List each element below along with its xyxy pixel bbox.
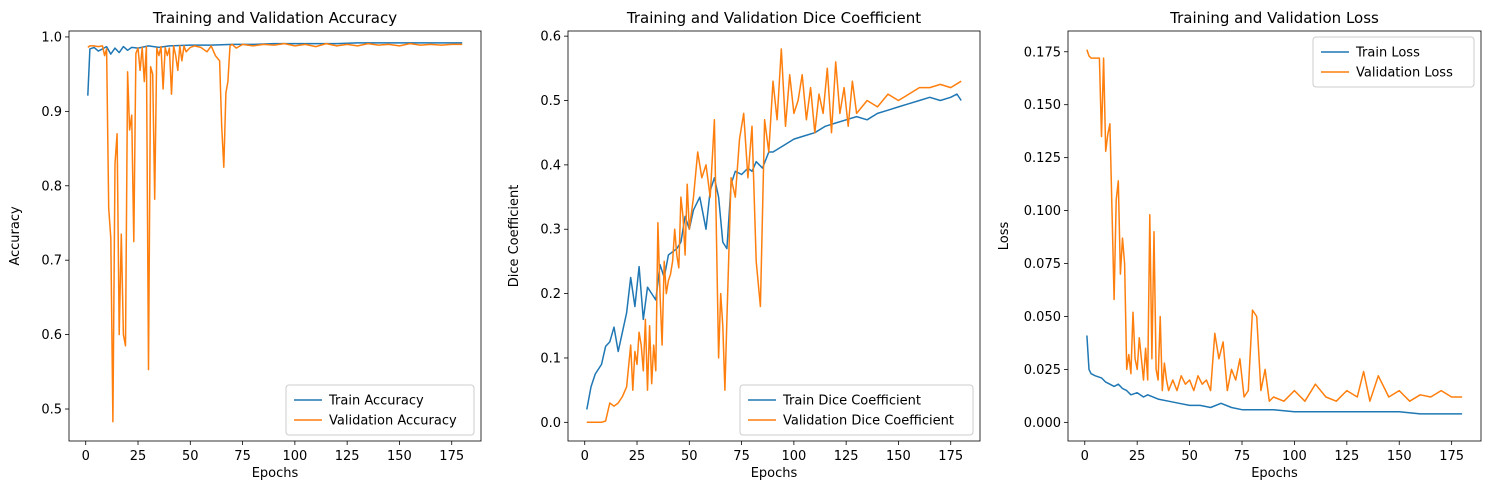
- x-tick-label: 100: [1282, 449, 1307, 464]
- chart-panel-2: 0 25 50 75 100 125 150 175 0.0 0.1 0.2 0.3 0.4 0.5 0.6…: [507, 9, 981, 481]
- chart-title: Training and Validation Dice Coefficient: [626, 9, 921, 27]
- y-axis-label: Loss: [997, 222, 1012, 251]
- x-tick-label: 175: [1439, 449, 1464, 464]
- legend-box: [285, 384, 475, 436]
- x-tick-label: 50: [1181, 449, 1198, 464]
- chart-title: Training and Validation Loss: [1169, 9, 1379, 27]
- y-tick-label: 0.050: [1024, 310, 1061, 325]
- y-tick-label: 0.100: [1024, 204, 1061, 219]
- legend-label: Train Loss: [1355, 46, 1420, 61]
- y-tick-label: 0.5: [41, 403, 62, 418]
- x-tick-label: 150: [387, 449, 412, 464]
- y-tick-label: 0.4: [540, 158, 561, 173]
- chart-panel-3: 0 25 50 75 100 125 150 175 0.000 0.025 0.050 0.075 0…: [997, 9, 1482, 481]
- x-tick-label: 175: [938, 449, 963, 464]
- y-tick-label: 0.0: [540, 416, 561, 431]
- x-tick-label: 50: [681, 449, 698, 464]
- series-line-train: [1086, 335, 1463, 415]
- legend-box: [739, 384, 974, 436]
- x-tick-label: 25: [130, 449, 147, 464]
- x-tick-label: 0: [581, 449, 589, 464]
- legend-label: Validation Accuracy: [329, 414, 457, 429]
- x-axis-label: Epochs: [1251, 466, 1298, 481]
- legend-label: Validation Loss: [1356, 66, 1453, 81]
- x-tick-label: 0: [1081, 449, 1089, 464]
- x-tick-label: 0: [82, 449, 90, 464]
- legend: Train Accuracy Validation Accuracy: [285, 384, 475, 436]
- x-axis-label: Epochs: [252, 466, 299, 481]
- x-tick-label: 125: [834, 449, 859, 464]
- legend: Train Loss Validation Loss: [1312, 36, 1475, 88]
- y-tick-label: 0.3: [540, 223, 561, 238]
- x-tick-label: 25: [1129, 449, 1146, 464]
- y-axis-label: Accuracy: [8, 206, 23, 266]
- x-tick-label: 75: [234, 449, 251, 464]
- y-tick-label: 0.1: [540, 351, 561, 366]
- series-line-train: [87, 42, 463, 96]
- y-tick-label: 0.175: [1024, 45, 1061, 60]
- x-tick-label: 50: [182, 449, 199, 464]
- y-tick-label: 0.125: [1024, 151, 1061, 166]
- x-axis-label: Epochs: [751, 466, 798, 481]
- x-tick-label: 75: [1234, 449, 1251, 464]
- y-tick-label: 0.075: [1024, 257, 1061, 272]
- series-line-train: [586, 93, 962, 410]
- x-tick-label: 125: [1334, 449, 1359, 464]
- y-tick-label: 0.9: [41, 105, 62, 120]
- x-tick-label: 100: [282, 449, 307, 464]
- y-tick-label: 0.6: [41, 328, 62, 343]
- x-tick-label: 100: [781, 449, 806, 464]
- chart-title: Training and Validation Accuracy: [152, 9, 397, 27]
- y-tick-label: 0.6: [540, 30, 561, 45]
- y-axis-label: Dice Coefficient: [507, 185, 522, 288]
- x-tick-label: 150: [886, 449, 911, 464]
- y-tick-label: 0.8: [41, 179, 62, 194]
- x-tick-label: 25: [629, 449, 646, 464]
- y-tick-label: 0.150: [1024, 98, 1061, 113]
- legend: Train Dice Coefficient Validation Dice Co…: [739, 384, 974, 436]
- y-tick-label: 0.7: [41, 254, 62, 269]
- x-tick-label: 125: [335, 449, 360, 464]
- y-tick-label: 1.0: [41, 30, 62, 45]
- y-tick-label: 0.5: [540, 94, 561, 109]
- legend-label: Train Accuracy: [328, 394, 424, 409]
- y-tick-label: 0.000: [1024, 416, 1061, 431]
- series-line-validation: [586, 48, 962, 424]
- x-tick-label: 75: [733, 449, 750, 464]
- x-tick-label: 150: [1387, 449, 1412, 464]
- x-tick-label: 175: [439, 449, 464, 464]
- y-tick-label: 0.2: [540, 287, 561, 302]
- plot-frame: [68, 30, 482, 442]
- legend-box: [1312, 36, 1475, 88]
- chart-panel-1: 0 25 50 75 100 125 150 175 0.5 0.6 0.7 0.8 0.9 1.0 Tra…: [8, 9, 482, 481]
- series-line-validation: [87, 42, 463, 423]
- y-tick-label: 0.025: [1024, 363, 1061, 378]
- plot-frame: [567, 30, 981, 442]
- legend-label: Train Dice Coefficient: [782, 394, 921, 409]
- legend-label: Validation Dice Coefficient: [783, 414, 954, 429]
- series-line-validation: [1086, 49, 1463, 402]
- plot-frame: [1067, 30, 1482, 442]
